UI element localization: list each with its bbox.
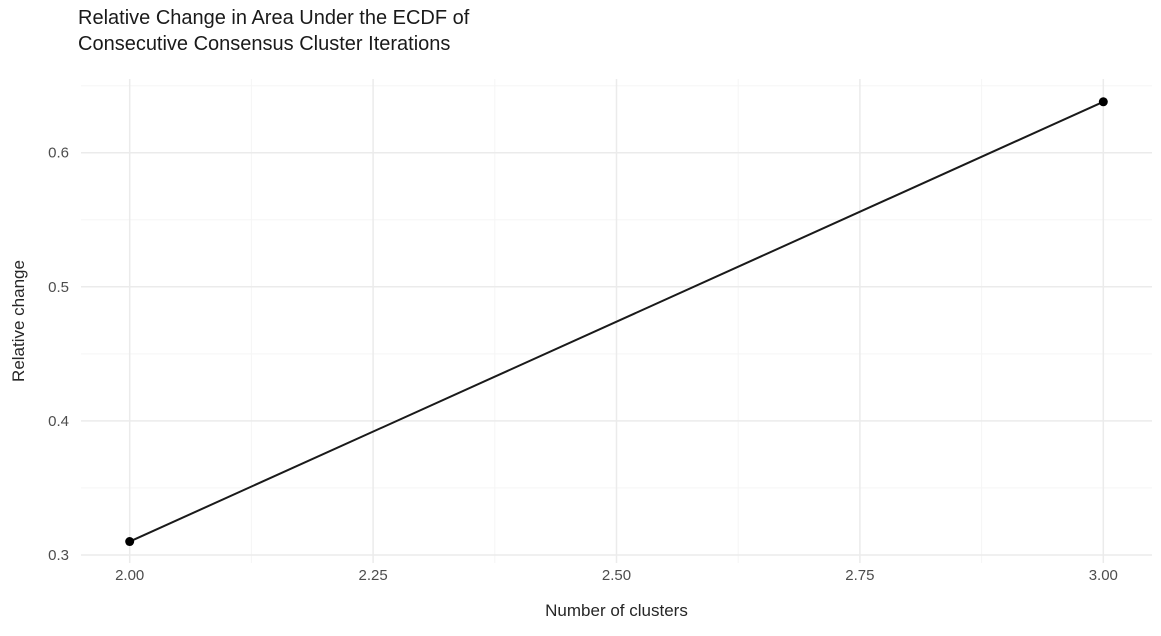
y-tick-label: 0.4 (48, 413, 69, 430)
data-point (1098, 97, 1108, 107)
x-tick-label: 2.00 (115, 567, 144, 584)
y-tick-label: 0.6 (48, 145, 69, 162)
x-tick-label: 2.50 (602, 567, 631, 584)
chart-title: Relative Change in Area Under the ECDF o… (78, 7, 470, 55)
y-axis-title: Relative change (9, 260, 28, 382)
x-axis-title: Number of clusters (545, 601, 688, 620)
y-tick-label: 0.3 (48, 547, 69, 564)
series-line (129, 100, 1104, 543)
x-tick-label: 2.75 (845, 567, 874, 584)
x-tick-label: 3.00 (1089, 567, 1118, 584)
x-tick-label: 2.25 (358, 567, 387, 584)
data-point (125, 537, 135, 547)
y-tick-label: 0.5 (48, 279, 69, 296)
